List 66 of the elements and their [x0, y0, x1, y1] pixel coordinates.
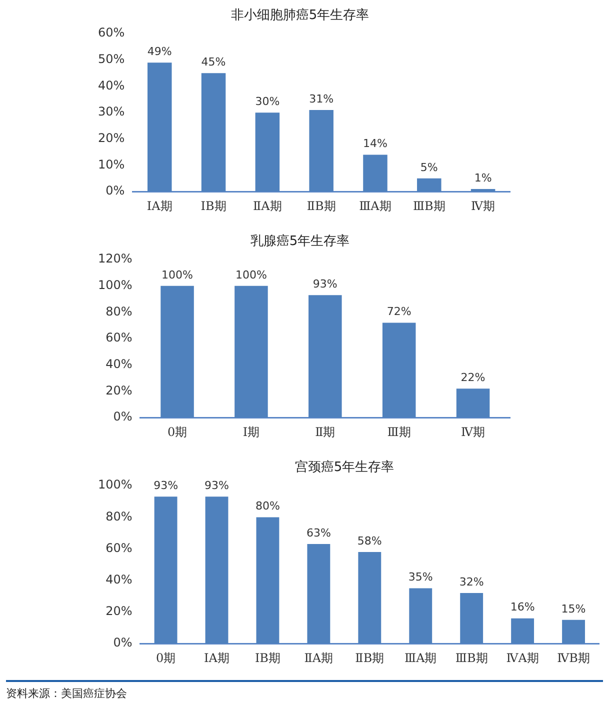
data-label: 49% [147, 44, 172, 58]
y-tick-label: 0% [106, 184, 125, 198]
x-tick-label: ⅡB期 [355, 650, 384, 665]
data-label: 58% [357, 534, 382, 548]
data-label: 5% [420, 160, 438, 174]
y-tick-label: 60% [106, 330, 132, 345]
chart-title: 乳腺癌5年生存率 [250, 233, 350, 250]
y-tick-label: 80% [106, 304, 132, 318]
y-tick-label: 20% [106, 383, 132, 398]
data-label: 32% [459, 575, 484, 588]
y-tick-label: 0% [113, 636, 132, 650]
y-tick-label: 100% [98, 278, 132, 292]
x-tick-label: Ⅱ期 [315, 424, 336, 439]
x-tick-label: Ⅰ期 [242, 424, 260, 439]
data-label: 45% [201, 55, 226, 68]
y-tick-label: 10% [98, 157, 125, 172]
data-label: 93% [154, 479, 178, 492]
x-tick-label: ⅣB期 [557, 650, 590, 665]
y-tick-label: 40% [98, 78, 125, 92]
data-label: 93% [312, 278, 338, 291]
x-tick-label: ⅠB期 [254, 650, 281, 665]
chart-title: 非小细胞肺癌5年生存率 [230, 7, 370, 24]
data-label: 63% [306, 526, 331, 540]
x-tick-label: ⅢB期 [455, 650, 488, 665]
x-tick-label: ⅢA期 [359, 198, 392, 213]
y-tick-label: 40% [106, 357, 132, 372]
y-tick-label: 40% [106, 572, 132, 587]
x-tick-label: Ⅲ期 [387, 424, 411, 439]
text: 资料来源：美国癌症协会 [5, 686, 128, 701]
x-tick-label: ⅠA期 [204, 650, 230, 665]
x-tick-label: ⅣA期 [506, 650, 539, 665]
x-tick-label: Ⅳ期 [461, 424, 486, 439]
y-tick-label: 60% [106, 540, 132, 555]
y-tick-label: 100% [98, 478, 132, 492]
data-label: 31% [309, 92, 334, 106]
data-label: 14% [363, 137, 388, 150]
data-label: 93% [204, 479, 229, 492]
x-tick-label: ⅠB期 [200, 198, 226, 213]
data-label: 72% [386, 305, 412, 318]
data-label: 16% [510, 600, 535, 614]
y-tick-label: 20% [106, 604, 132, 618]
data-label: 100% [162, 268, 194, 282]
data-label: 100% [235, 268, 267, 282]
chart-title: 宫颈癌5年生存率 [294, 459, 394, 476]
x-tick-label: 0期 [167, 424, 188, 439]
y-tick-label: 80% [106, 509, 132, 524]
y-tick-label: 120% [98, 252, 132, 266]
x-tick-label: ⅡA期 [304, 650, 334, 665]
data-label: 22% [460, 370, 486, 384]
y-tick-label: 0% [113, 410, 132, 424]
x-tick-label: ⅡB期 [306, 198, 336, 213]
data-label: 15% [561, 602, 586, 616]
x-tick-label: ⅢA期 [404, 650, 437, 665]
x-tick-label: ⅡA期 [253, 198, 282, 213]
data-label: 30% [255, 94, 280, 108]
data-label: 1% [474, 171, 492, 184]
y-tick-label: 50% [98, 52, 125, 66]
y-tick-label: 60% [98, 26, 125, 40]
x-tick-label: Ⅳ期 [471, 198, 496, 213]
y-tick-label: 20% [98, 131, 125, 146]
x-tick-label: ⅢB期 [412, 198, 446, 213]
data-label: 80% [255, 500, 280, 513]
x-tick-label: 0期 [156, 650, 176, 665]
y-tick-label: 30% [98, 104, 125, 119]
x-tick-label: ⅠA期 [146, 198, 172, 213]
data-label: 35% [408, 570, 433, 584]
